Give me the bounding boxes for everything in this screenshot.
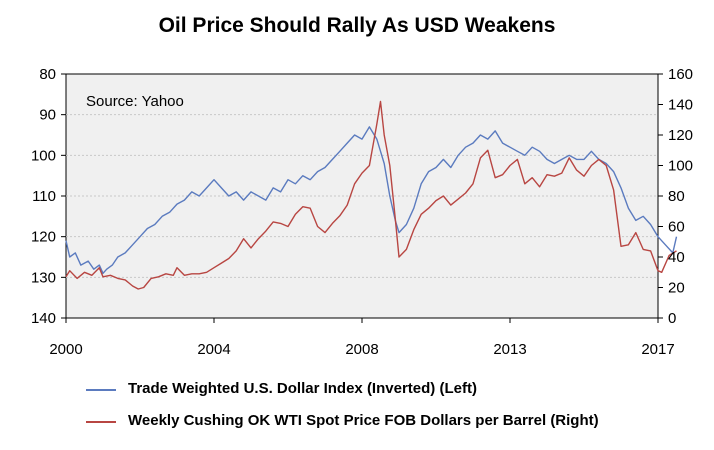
x-axis-tick-label: 2000 [49, 341, 82, 358]
gridlines [66, 114, 658, 278]
left-axis-tick-label: 90 [39, 107, 56, 124]
left-axis-tick-label: 80 [39, 66, 56, 83]
legend-label-dollar-index: Trade Weighted U.S. Dollar Index (Invert… [128, 380, 477, 397]
series-lines [65, 100, 678, 290]
legend-label-wti-price: Weekly Cushing OK WTI Spot Price FOB Dol… [128, 412, 599, 429]
x-axis-tick-label: 2017 [641, 341, 674, 358]
legend-swatch-dollar-index [86, 389, 116, 391]
left-axis-tick-label: 120 [31, 229, 56, 246]
right-axis-tick-label: 40 [668, 249, 685, 266]
left-axis-tick-label: 110 [32, 188, 56, 205]
source-annotation: Source: Yahoo [86, 93, 184, 110]
right-axis-tick-label: 140 [668, 97, 693, 114]
x-axis-tick-label: 2013 [493, 341, 526, 358]
chart-title: Oil Price Should Rally As USD Weakens [158, 14, 556, 37]
series-line-wti-price [65, 100, 677, 290]
right-axis-tick-label: 160 [668, 66, 693, 83]
series-line-dollar-index [65, 126, 678, 274]
left-axis-tick-label: 100 [31, 147, 56, 164]
x-axis-tick-label: 2004 [197, 341, 230, 358]
right-axis-tick-label: 100 [668, 158, 693, 175]
right-axis-tick-label: 120 [668, 127, 693, 144]
axes: 80 90 100 110 120 130 140 0 20 40 60 80 100 120 140 160… [31, 66, 693, 358]
left-axis-tick-label: 140 [31, 310, 56, 327]
x-axis-tick-label: 2008 [345, 341, 378, 358]
right-axis-tick-label: 0 [668, 310, 676, 327]
right-axis-tick-label: 60 [668, 219, 685, 236]
left-axis-tick-label: 130 [31, 269, 56, 286]
right-axis-tick-label: 20 [668, 280, 685, 297]
legend-swatch-wti-price [86, 421, 116, 423]
right-axis-tick-label: 80 [668, 188, 685, 205]
